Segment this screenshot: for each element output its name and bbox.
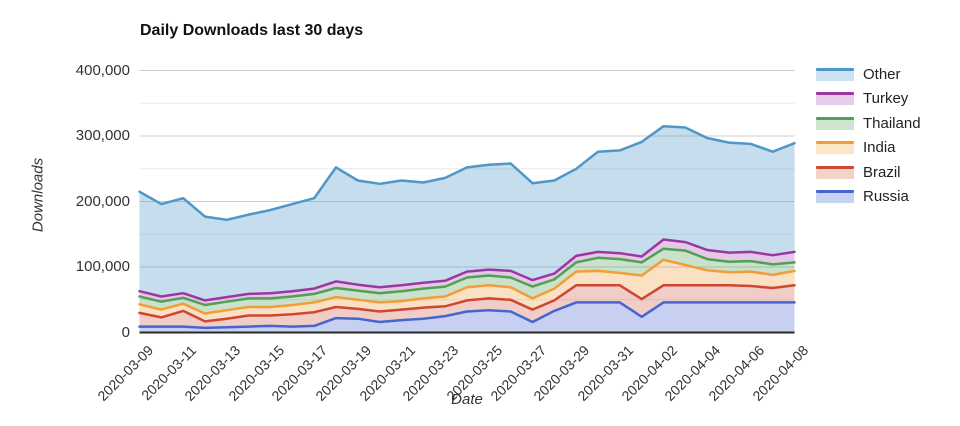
series-line-brazil [138, 284, 796, 323]
legend-fill-color [816, 95, 854, 106]
legend-item-thailand[interactable]: Thailand [816, 111, 921, 136]
area-band-brazil [139, 285, 795, 328]
legend-swatch-turkey [816, 92, 854, 106]
chart-title: Daily Downloads last 30 days [140, 22, 364, 39]
y-tick-label: 300,000 [75, 127, 130, 144]
legend-line-color [816, 92, 854, 96]
legend-label: Russia [863, 188, 909, 206]
series-line-russia [138, 301, 796, 330]
legend-item-other[interactable]: Other [816, 62, 921, 87]
y-tick-label: 100,000 [75, 258, 130, 275]
legend-line-color [816, 141, 854, 145]
legend-line-color [816, 190, 854, 194]
legend-item-turkey[interactable]: Turkey [816, 87, 921, 112]
series-line-india [138, 258, 796, 315]
legend-fill-color [816, 119, 854, 130]
x-axis-title: Date [451, 391, 483, 408]
series-line-other [138, 124, 796, 222]
legend-line-color [816, 165, 854, 169]
legend-fill-color [816, 193, 854, 204]
legend: Other Turkey Thailand India Brazil Russia [816, 62, 921, 209]
legend-swatch-brazil [816, 165, 854, 179]
legend-label: India [863, 139, 896, 157]
legend-label: Turkey [863, 90, 909, 108]
area-band-thailand [139, 248, 795, 314]
legend-swatch-thailand [816, 116, 854, 130]
area-band-other [139, 126, 795, 301]
legend-swatch-india [816, 141, 854, 155]
series-line-thailand [138, 247, 796, 307]
legend-item-brazil[interactable]: Brazil [816, 160, 921, 185]
legend-swatch-russia [816, 190, 854, 204]
legend-fill-color [816, 144, 854, 155]
legend-label: Thailand [863, 114, 921, 132]
legend-fill-color [816, 168, 854, 179]
y-tick-label: 0 [121, 323, 130, 341]
legend-line-color [816, 116, 854, 120]
y-tick-label: 400,000 [75, 61, 130, 79]
series-line-turkey [138, 238, 796, 302]
legend-item-india[interactable]: India [816, 136, 921, 161]
legend-label: Other [863, 65, 901, 83]
y-tick-label: 200,000 [75, 192, 130, 210]
legend-line-color [816, 67, 854, 71]
legend-label: Brazil [863, 163, 901, 181]
legend-fill-color [816, 70, 854, 81]
legend-item-russia[interactable]: Russia [816, 185, 921, 210]
legend-swatch-other [816, 67, 854, 81]
